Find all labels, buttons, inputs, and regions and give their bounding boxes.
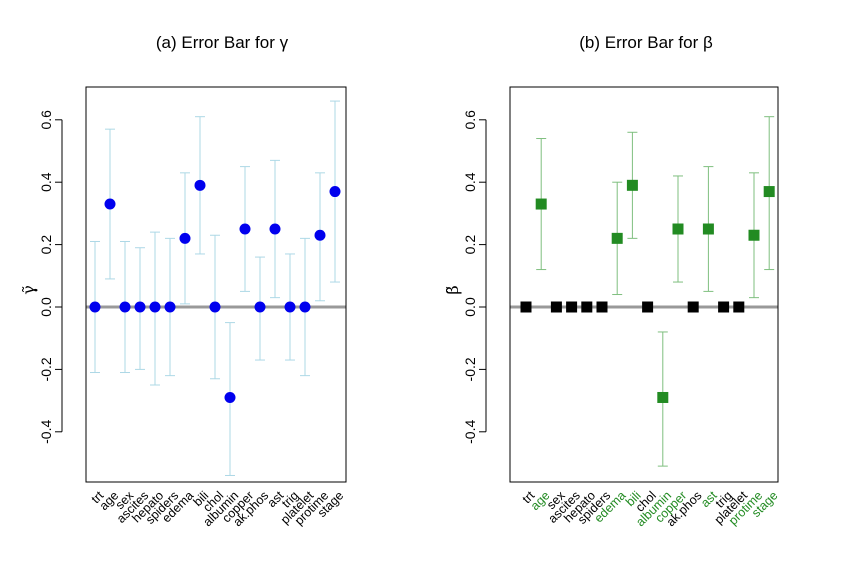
panel-a-point-bili [194, 179, 206, 191]
panel-a-point-protime [314, 229, 326, 241]
panel-a-point-spiders [164, 301, 176, 313]
panel-b-point-chol [642, 301, 654, 313]
panel-b-point-copper [672, 223, 684, 235]
panel-a-point-stage [329, 186, 341, 198]
panel-b-point-trt [520, 301, 532, 313]
panel-a-point-edema [179, 232, 191, 244]
panel-a-y-tick-label: -0.4 [38, 420, 54, 444]
panel-a-point-albumin [224, 391, 236, 403]
panel-a: (a) Error Bar for γ γ̃ -0.4 -0.2 0.0 0.2 0.4… [19, 33, 347, 529]
panel-b-point-ascites [566, 301, 578, 313]
panel-b-point-trig [718, 301, 730, 313]
panel-b-point-albumin [657, 391, 669, 403]
panel-b-point-platelet [733, 301, 745, 313]
panel-a-y-tick-label: 0.4 [38, 172, 54, 192]
panel-b-point-age [535, 198, 547, 210]
panel-a-title: (a) Error Bar for γ [156, 33, 289, 52]
panel-b-frame [509, 86, 779, 483]
panel-b-point-stage [763, 186, 775, 198]
panel-b: (b) Error Bar for β β̃ -0.4 -0.2 0.0 0.2 0.4… [443, 33, 781, 529]
panel-a-point-trig [284, 301, 296, 313]
panel-b-point-ast [702, 223, 714, 235]
panel-b-y-tick-label: 0.6 [462, 110, 478, 130]
panel-b-y-tick-label: 0.2 [462, 235, 478, 255]
panel-b-point-protime [748, 229, 760, 241]
panel-a-point-ak.phos [254, 301, 266, 313]
panel-a-point-copper [239, 223, 251, 235]
panel-b-y-tick-label: 0.4 [462, 172, 478, 192]
panel-b-plot-area: -0.4-0.20.00.20.40.6trtagesexasciteshepa… [462, 110, 781, 529]
panel-a-frame [85, 86, 347, 483]
panel-b-title: (b) Error Bar for β [579, 33, 713, 52]
panel-a-point-ast [269, 223, 281, 235]
panel-b-y-tick-label: -0.2 [462, 357, 478, 381]
panel-a-point-chol [209, 301, 221, 313]
panel-a-y-tick-label: 0.6 [38, 110, 54, 130]
panel-b-point-sex [550, 301, 562, 313]
panel-a-point-trt [89, 301, 101, 313]
panel-a-y-tick-label: 0.2 [38, 235, 54, 255]
panel-a-y-tick-label: -0.2 [38, 357, 54, 381]
panel-b-y-tick-label: -0.4 [462, 420, 478, 444]
panel-a-y-axis-label: γ̃ [19, 285, 38, 295]
panel-a-point-hepato [149, 301, 161, 313]
panel-a-point-platelet [299, 301, 311, 313]
panel-a-point-sex [119, 301, 131, 313]
panel-b-point-bili [626, 179, 638, 191]
panel-a-y-tick-label: 0.0 [38, 297, 54, 317]
panel-b-point-spiders [596, 301, 608, 313]
panel-b-point-ak.phos [687, 301, 699, 313]
panel-b-y-tick-label: 0.0 [462, 297, 478, 317]
panel-a-point-ascites [134, 301, 146, 313]
panel-a-point-age [104, 198, 116, 210]
panel-a-plot-area: -0.4-0.20.00.20.40.6trtagesexasciteshepa… [38, 100, 346, 529]
panel-b-y-axis-label: β̃ [443, 285, 462, 294]
panel-b-point-hepato [581, 301, 593, 313]
panel-b-point-edema [611, 232, 623, 244]
